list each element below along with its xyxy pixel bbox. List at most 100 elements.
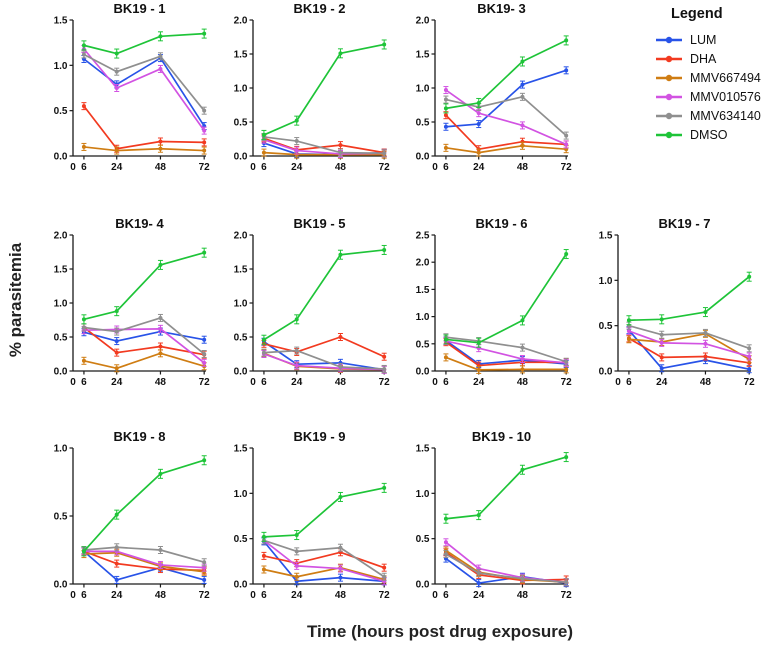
x-tick-label: 72 [379,377,391,388]
y-tick-label: 1.5 [54,16,68,27]
subplot-canvas: BK19 - 1 0.0 0.5 1.0 1.5 0 6 24 48 72 [54,1,211,173]
series-mmv634140 [443,333,569,366]
x-tick-label: 0 [432,590,438,601]
y-tick-label: 1.0 [416,312,430,323]
y-tick-label: 0.0 [234,152,248,163]
subplot-canvas: BK19 - 7 0.0 0.5 1.0 1.5 0 6 24 48 72 [599,216,756,388]
y-tick-label: 1.5 [234,444,248,455]
subplot-canvas: BK19 - 5 0.0 0.5 1.0 1.5 2.0 0 6 24 48 72 [234,216,391,388]
series-mmv634140 [261,346,387,373]
series-lum [443,66,569,131]
x-tick-label: 0 [70,377,76,388]
subplot-title: BK19- 4 [115,216,164,231]
x-tick-label: 72 [379,590,391,601]
legend-item-mmv634140: MMV634140 [655,106,765,125]
series-dmso [261,244,387,345]
y-tick-label: 0.5 [599,321,613,332]
y-tick-label: 1.5 [599,231,613,242]
x-tick-label: 0 [70,590,76,601]
subplot-title: BK19 - 5 [293,216,345,231]
subplot-bk19-10: BK19 - 10 0.0 0.5 1.0 1.5 0 6 24 48 72 [390,428,575,606]
subplot-bk19-2: BK19 - 2 0.0 0.5 1.0 1.5 2.0 0 6 24 48 72 [208,0,393,178]
y-tick-label: 0.0 [416,580,430,591]
x-tick-label: 24 [473,162,485,173]
x-tick-label: 0 [70,162,76,173]
y-tick-label: 1.5 [416,50,430,61]
x-tick-label: 48 [517,590,529,601]
series-dmso [626,271,752,326]
legend-marker-icon [656,93,682,100]
x-tick-label: 24 [291,162,303,173]
x-tick-label: 24 [291,590,303,601]
x-tick-label: 24 [111,590,123,601]
y-tick-label: 2.0 [416,16,430,27]
legend-item-dha: DHA [655,49,765,68]
subplot-title: BK19 - 6 [475,216,527,231]
series-mmv634140 [443,550,569,587]
x-tick-label: 0 [250,162,256,173]
x-tick-label: 24 [111,162,123,173]
y-tick-label: 1.5 [234,50,248,61]
legend-item-label: DHA [690,51,717,66]
series-dmso [443,249,569,348]
y-tick-label: 0.0 [54,367,68,378]
y-tick-label: 1.0 [416,489,430,500]
x-tick-label: 48 [517,377,529,388]
legend-marker-icon [656,74,682,81]
y-tick-label: 0.0 [54,152,68,163]
x-tick-label: 6 [81,162,87,173]
legend-marker-icon [656,112,682,119]
y-tick-label: 1.5 [416,444,430,455]
subplot-title: BK19 - 2 [293,1,345,16]
subplot-canvas: BK19 - 2 0.0 0.5 1.0 1.5 2.0 0 6 24 48 72 [234,1,391,173]
x-tick-label: 72 [561,590,573,601]
y-tick-label: 0.0 [54,580,68,591]
x-tick-label: 0 [432,162,438,173]
x-tick-label: 72 [744,377,756,388]
x-tick-label: 6 [443,162,449,173]
x-tick-label: 0 [250,590,256,601]
x-tick-label: 48 [155,162,167,173]
legend-item-dmso: DMSO [655,125,765,144]
y-tick-label: 0.0 [599,367,613,378]
x-tick-label: 24 [473,590,485,601]
series-dmso [261,39,387,140]
legend-item-mmv010576: MMV010576 [655,87,765,106]
subplot-title: BK19 - 8 [113,429,165,444]
y-tick-label: 0.5 [54,512,68,523]
legend-entries: LUM DHA MMV667494 MMV010576 MMV634140 DMSO [655,30,765,144]
series-mmv010576 [626,327,752,361]
subplot-canvas: BK19 - 10 0.0 0.5 1.0 1.5 0 6 24 48 72 [416,429,573,601]
y-tick-label: 0.5 [54,106,68,117]
series-mmv634140 [81,50,207,115]
subplot-bk19-5: BK19 - 5 0.0 0.5 1.0 1.5 2.0 0 6 24 48 72 [208,215,393,393]
x-tick-label: 72 [561,162,573,173]
series-mmv634140 [81,313,207,358]
y-tick-label: 1.0 [416,84,430,95]
y-tick-label: 0.0 [234,367,248,378]
legend-item-label: LUM [690,32,717,47]
y-tick-label: 1.5 [416,285,430,296]
y-tick-label: 0.0 [416,152,430,163]
subplot-title: BK19- 3 [477,1,525,16]
series-mmv667494 [443,141,569,157]
subplot-title: BK19 - 9 [293,429,345,444]
series-dmso [443,452,569,524]
y-tick-label: 0.5 [416,118,430,129]
x-tick-label: 6 [261,377,267,388]
x-tick-label: 24 [111,377,123,388]
subplot-bk19-8: BK19 - 8 0.0 0.5 1.0 0 6 24 48 72 [28,428,213,606]
series-dha [81,102,207,153]
x-tick-label: 72 [199,162,211,173]
series-dmso [81,247,207,325]
y-tick-label: 1.5 [234,265,248,276]
x-tick-label: 72 [199,377,211,388]
series-dha [443,111,569,154]
y-tick-label: 0.5 [234,534,248,545]
series-mmv667494 [81,142,207,155]
x-tick-label: 48 [335,377,347,388]
legend-item-label: DMSO [690,127,728,142]
series-mmv634140 [261,536,387,581]
legend-item-mmv667494: MMV667494 [655,68,765,87]
y-tick-label: 0.5 [54,333,68,344]
